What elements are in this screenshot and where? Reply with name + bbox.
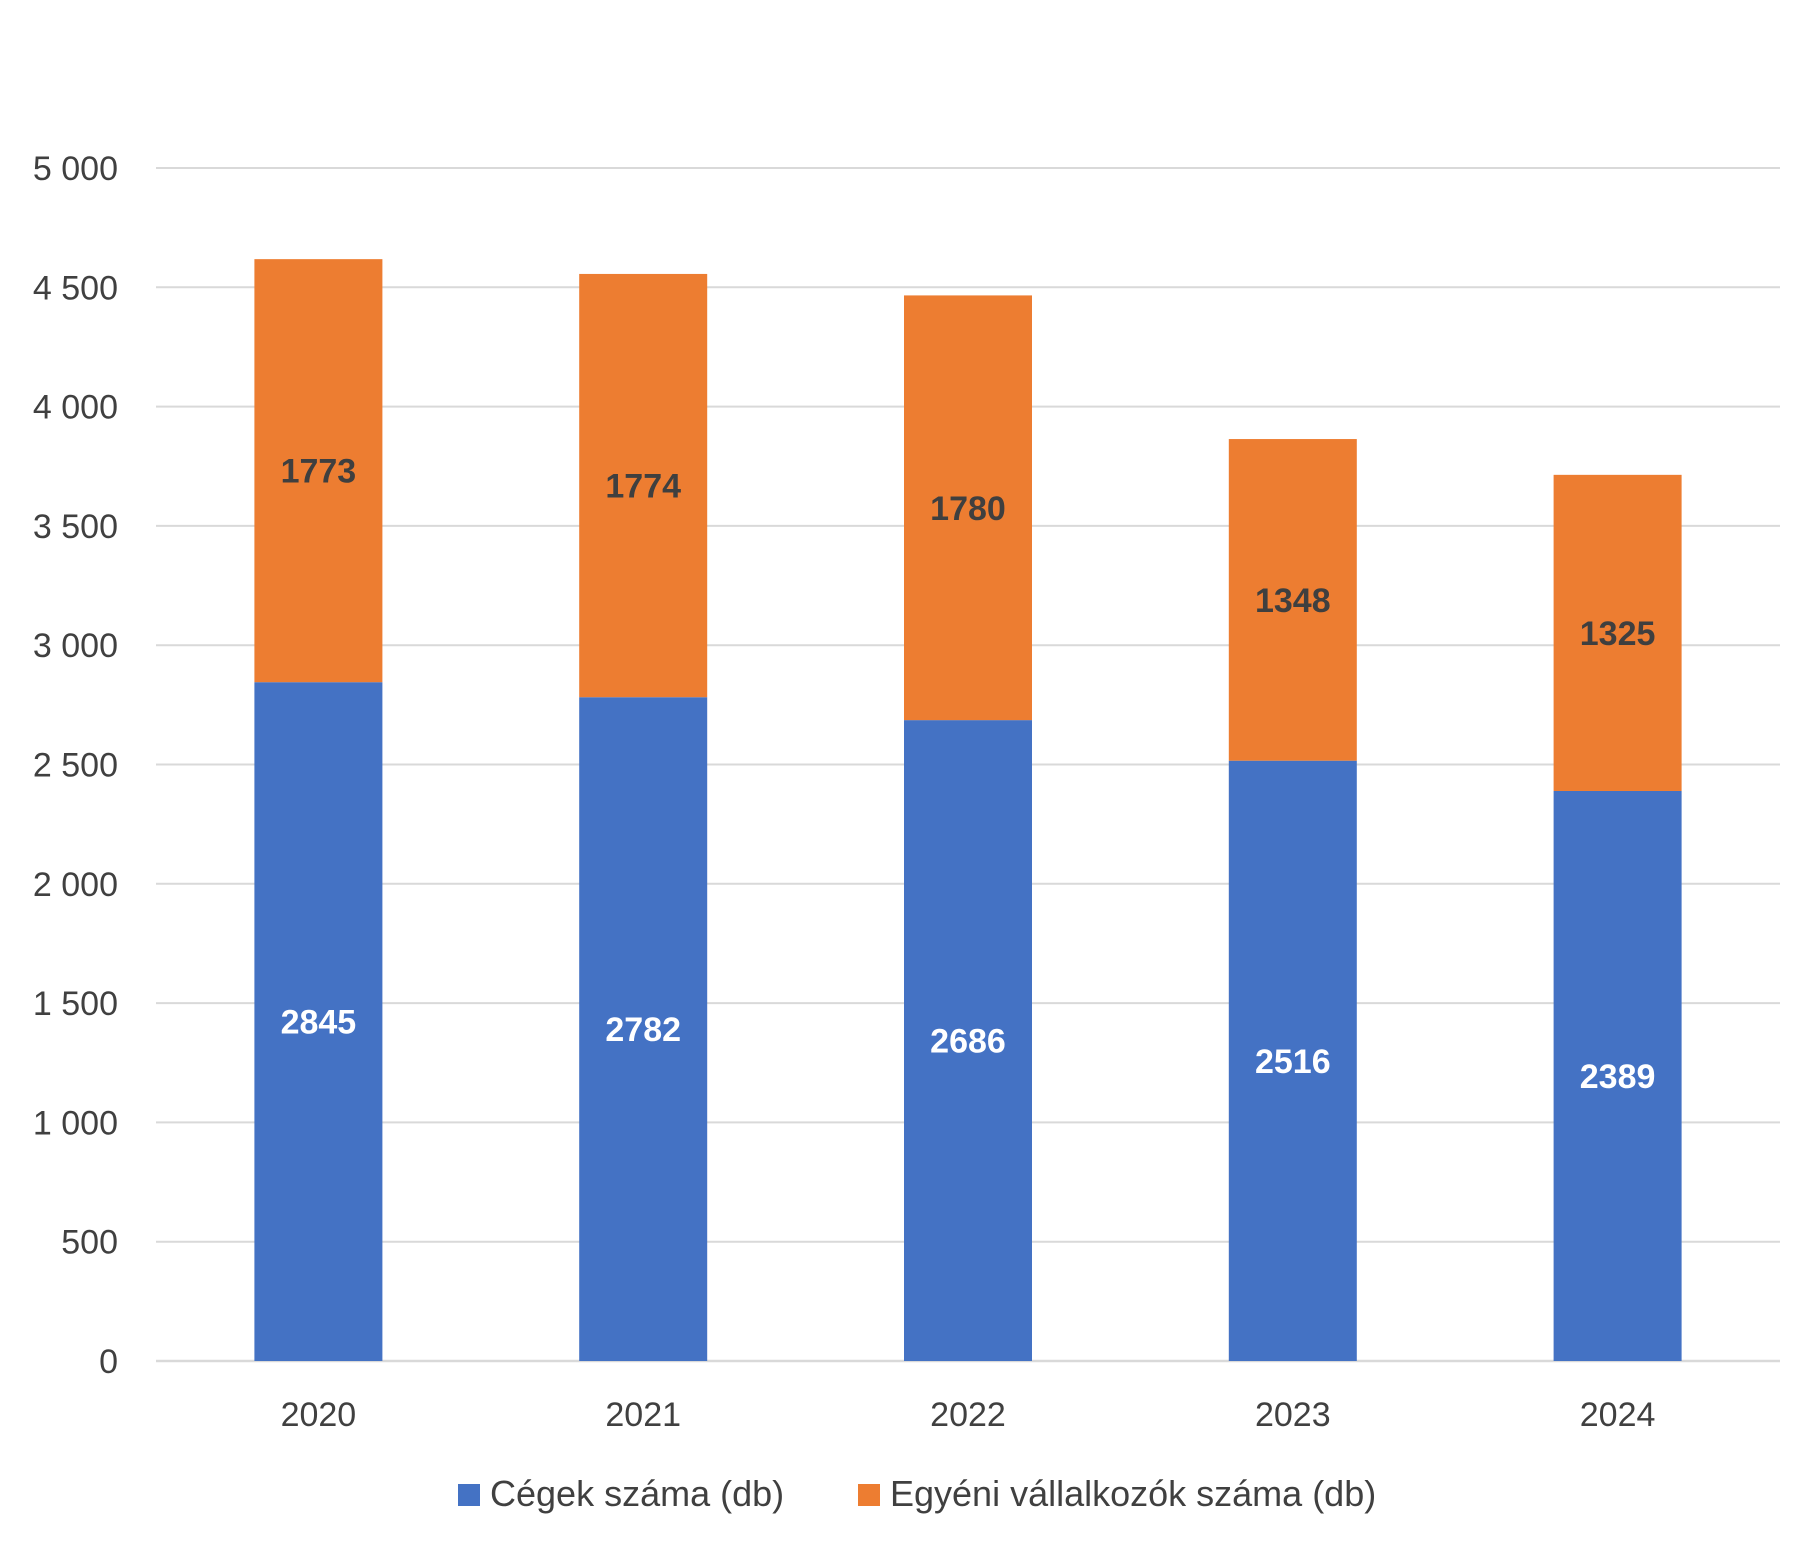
y-tick-label: 3 500 [33, 508, 118, 546]
bar-cegek [254, 682, 383, 1361]
x-tick-label: 2022 [930, 1396, 1006, 1434]
bars [254, 259, 1682, 1361]
bar-egyeni-vallalkozok [1553, 474, 1682, 791]
data-label: 1780 [930, 490, 1006, 528]
y-tick-label: 2 000 [33, 866, 118, 904]
y-tick-label: 3 000 [33, 627, 118, 665]
legend-label: Egyéni vállalkozók száma (db) [890, 1473, 1376, 1514]
y-tick-label: 4 000 [33, 389, 118, 427]
y-tick-label: 0 [99, 1343, 118, 1381]
y-axis: 0 500 1 000 1 500 2 000 2 500 3 000 3 500 4 000 4… [33, 150, 118, 1381]
x-tick-label: 2021 [605, 1396, 681, 1434]
data-label: 1774 [605, 468, 681, 506]
y-tick-label: 4 500 [33, 269, 118, 307]
y-tick-label: 5 000 [33, 150, 118, 188]
data-label: 1325 [1580, 615, 1656, 653]
bar-cegek [904, 720, 1032, 1361]
data-label: 2782 [605, 1011, 681, 1049]
bar-cegek [1553, 790, 1682, 1361]
y-tick-label: 2 500 [33, 747, 118, 785]
data-label: 2389 [1580, 1058, 1656, 1096]
y-tick-label: 1 000 [33, 1104, 118, 1142]
bar-egyeni-vallalkozok [254, 259, 383, 683]
bar-egyeni-vallalkozok [579, 273, 708, 698]
legend: Cégek száma (db) Egyéni vállalkozók száma… [458, 1473, 1376, 1514]
x-tick-label: 2024 [1580, 1396, 1656, 1434]
data-label: 1773 [281, 453, 357, 491]
bar-cegek [1228, 760, 1357, 1361]
legend-swatch [458, 1484, 480, 1506]
legend-label: Cégek száma (db) [490, 1473, 784, 1514]
data-label: 2686 [930, 1023, 1006, 1061]
y-tick-label: 500 [61, 1224, 118, 1262]
bar-egyeni-vallalkozok [904, 295, 1032, 721]
x-tick-label: 2020 [281, 1396, 357, 1434]
bar-egyeni-vallalkozok [1228, 439, 1357, 761]
x-axis: 2020 2021 2022 2023 2024 [281, 1396, 1656, 1434]
data-label: 1348 [1255, 582, 1331, 620]
bar-cegek [579, 697, 708, 1361]
data-label: 2516 [1255, 1043, 1331, 1081]
bar-value-labels: 2845 1773 2782 1774 2686 1780 2516 1348 2389 1325 [281, 453, 1656, 1096]
y-tick-label: 1 500 [33, 985, 118, 1023]
legend-swatch [858, 1484, 880, 1506]
x-tick-label: 2023 [1255, 1396, 1331, 1434]
data-label: 2845 [281, 1004, 357, 1042]
